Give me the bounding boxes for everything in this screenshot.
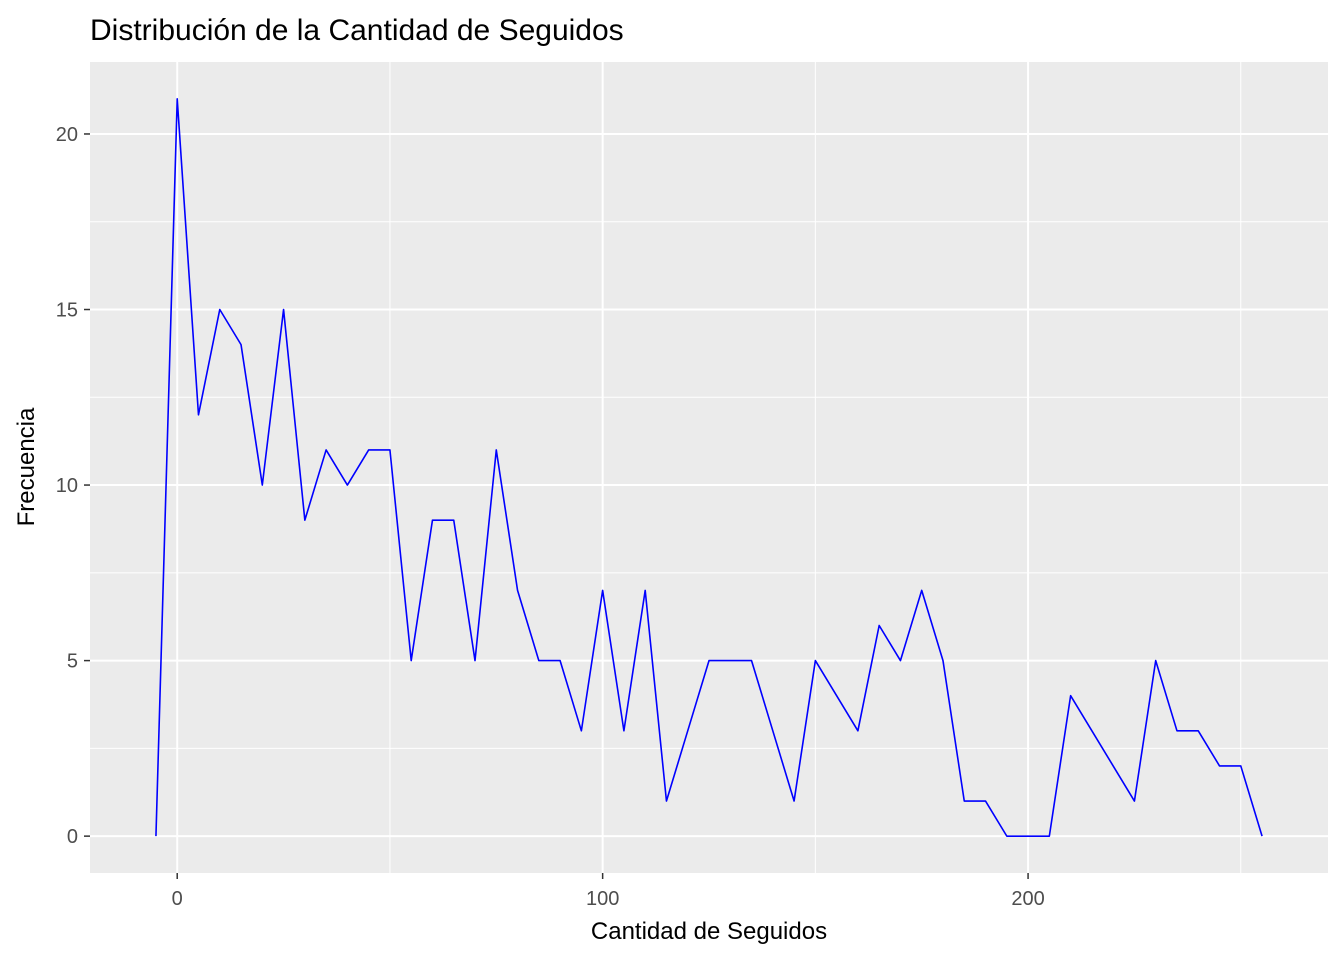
y-tick-label: 10 [56,475,78,497]
chart-title: Distribución de la Cantidad de Seguidos [90,14,624,47]
x-axis-title: Cantidad de Seguidos [591,918,827,945]
minor-grid [90,62,1328,873]
frequency-series-line [155,98,1263,837]
x-tick-label: 0 [172,888,183,910]
x-tick-label: 100 [586,888,619,910]
x-axis: 0 100 200 [172,873,1045,910]
major-grid [90,62,1328,873]
x-tick-label: 200 [1011,888,1044,910]
y-tick-label: 20 [56,124,78,146]
plot-panel [90,62,1328,873]
y-axis-title: Frecuencia [13,407,40,526]
y-tick-label: 5 [67,651,78,673]
series-layer [155,98,1263,837]
y-tick-label: 0 [67,826,78,848]
y-axis: 0 5 10 15 20 [56,124,90,848]
y-tick-label: 15 [56,300,78,322]
